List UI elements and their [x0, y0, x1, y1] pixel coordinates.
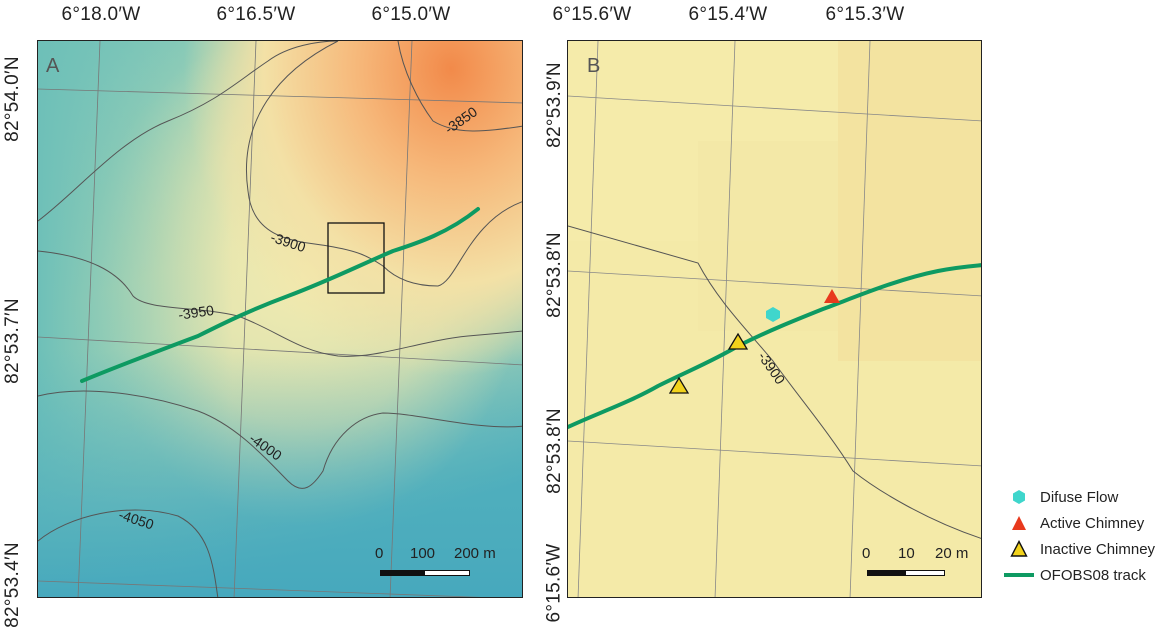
map-panel-a[interactable]: -3850 -3900 -3950 -4000 -4050 A 0 100 20…	[37, 40, 523, 598]
legend-label: Difuse Flow	[1040, 488, 1119, 506]
legend-label: Active Chimney	[1040, 514, 1145, 532]
triangle-icon	[1004, 513, 1034, 533]
legend-label: Inactive Chimney	[1040, 540, 1156, 558]
scale-label-20: 20 m	[935, 545, 969, 562]
bathymetry-map-b: -3900	[568, 41, 981, 597]
scale-bar-a-segment	[380, 570, 425, 576]
scale-bar-b-segment	[867, 570, 906, 576]
inactive-chimney-marker[interactable]	[727, 332, 749, 350]
panel-b-left-tick: 82°53.9′N	[543, 62, 565, 148]
triangle-outline-icon	[1004, 539, 1034, 559]
scale-label-100: 100	[410, 545, 436, 562]
panel-a-left-tick: 82°54.0′N	[1, 56, 23, 142]
panel-b-left-tick: 6°15.6′W	[543, 543, 565, 623]
panel-a-left-tick: 82°53.7′N	[1, 298, 23, 384]
hexagon-icon	[1004, 487, 1034, 507]
ofobs08-track	[568, 263, 981, 429]
panel-b-letter: B	[587, 55, 601, 77]
legend-item-inactive-chimney[interactable]: Inactive Chimney	[1004, 536, 1155, 562]
panel-a-top-tick: 6°18.0′W	[61, 4, 141, 25]
scale-label-200: 200 m	[454, 545, 496, 562]
panel-a-top-tick: 6°15.0′W	[371, 4, 451, 25]
legend-label: OFOBS08 track	[1040, 566, 1146, 584]
scale-label-0: 0	[862, 545, 871, 562]
line-icon	[1004, 565, 1034, 585]
panel-b-left-tick: 82°53.8′N	[543, 408, 565, 494]
panel-a-left-tick: 82°53.4′N	[1, 542, 23, 628]
panel-b-top-tick: 6°15.6′W	[552, 4, 632, 25]
ofobs08-track	[80, 207, 480, 383]
map-panel-b[interactable]: -3900 B 0 10 20 m	[567, 40, 982, 598]
panel-b-left-tick: 82°53.8′N	[543, 232, 565, 318]
active-chimney-marker[interactable]	[824, 289, 840, 303]
diffuse-flow-marker[interactable]	[766, 307, 780, 322]
panel-a-letter: A	[46, 55, 60, 77]
panel-b-top-tick: 6°15.4′W	[688, 4, 768, 25]
scale-label-10: 10	[898, 545, 915, 562]
map-legend: Difuse Flow Active Chimney Inactive Chim…	[1004, 484, 1155, 588]
inset-box	[327, 222, 385, 294]
scale-label-0: 0	[375, 545, 384, 562]
legend-item-track[interactable]: OFOBS08 track	[1004, 562, 1155, 588]
contour-label: -3950	[177, 302, 215, 323]
panel-a-top-tick: 6°16.5′W	[216, 4, 296, 25]
legend-item-active-chimney[interactable]: Active Chimney	[1004, 510, 1155, 536]
bathymetry-map-a: -3850 -3900 -3950 -4000 -4050	[38, 41, 522, 597]
panel-b-top-tick: 6°15.3′W	[825, 4, 905, 25]
inactive-chimney-marker[interactable]	[668, 376, 690, 394]
legend-item-diffuse-flow[interactable]: Difuse Flow	[1004, 484, 1155, 510]
